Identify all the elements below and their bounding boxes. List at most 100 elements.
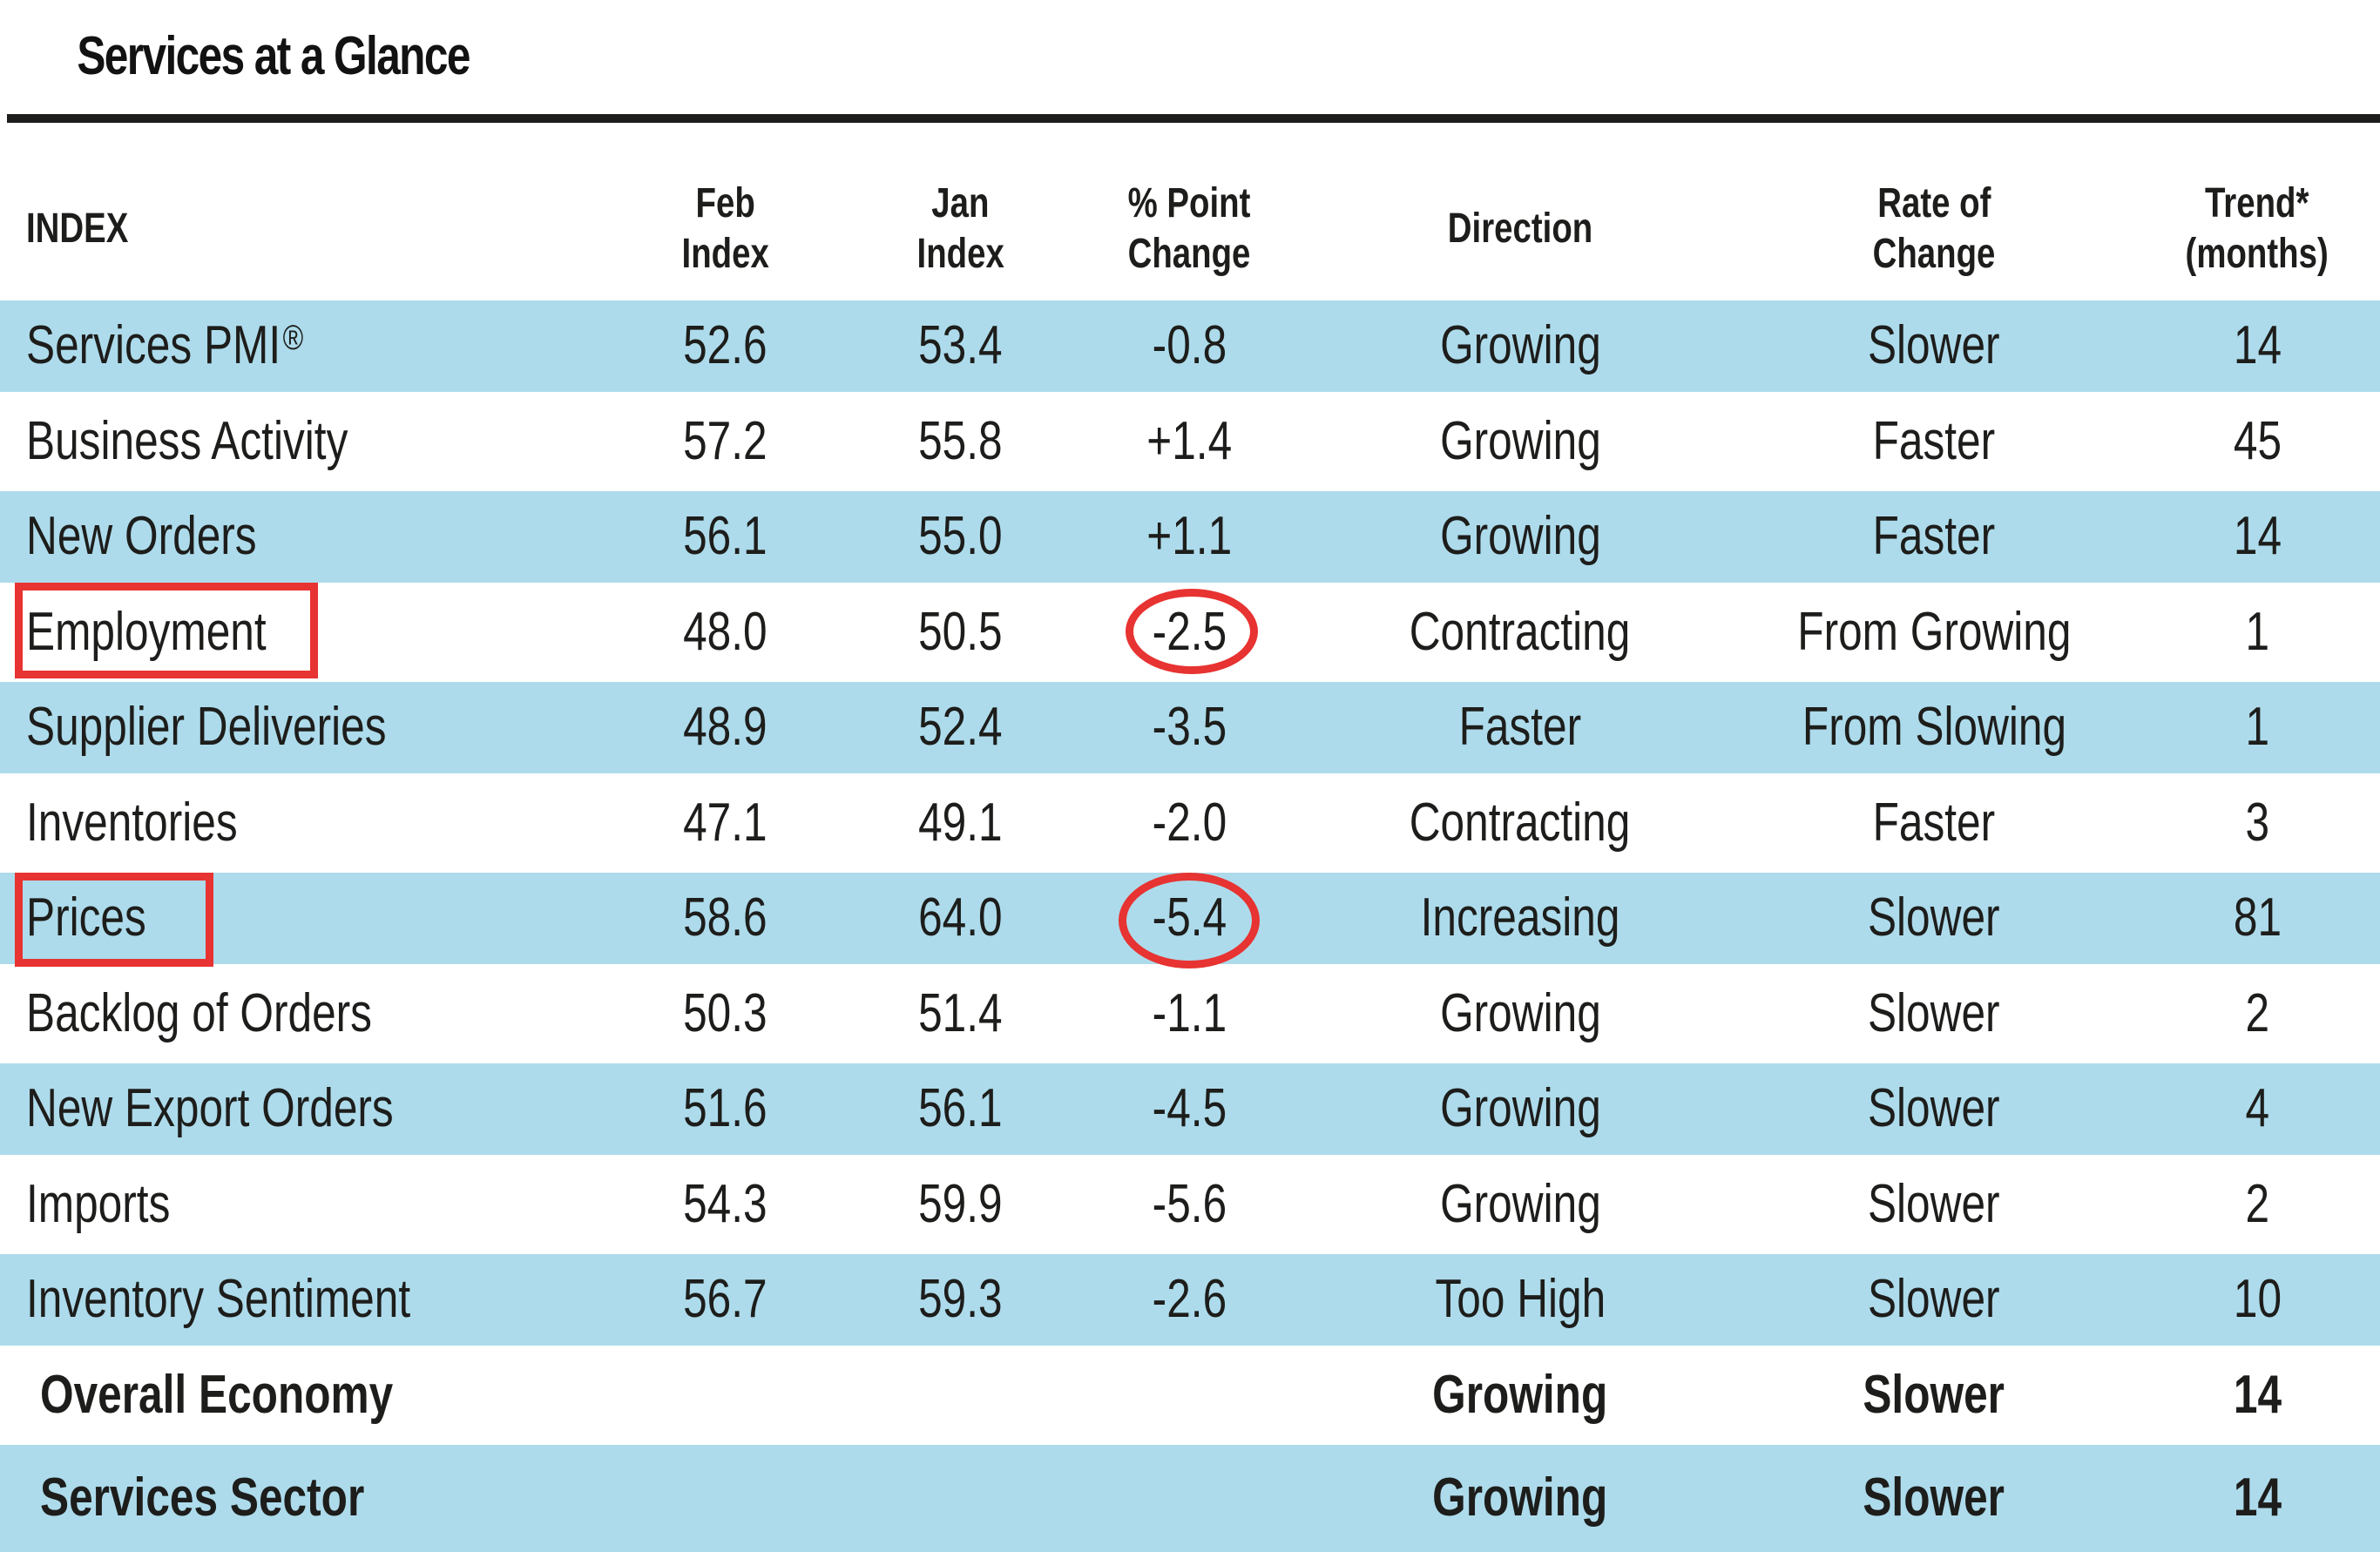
col-header-jan-index: Jan Index [916,179,1004,277]
index-cell: Supplier Deliveries [0,682,601,773]
direction-value: Growing [1439,1173,1601,1234]
title-divider [7,114,2380,123]
trend-value: 14 [2233,1468,2282,1528]
feb-index-value: 48.0 [683,601,767,662]
feb-index-value: 56.7 [683,1269,767,1330]
point-change-value: +1.1 [1146,506,1232,567]
rate-of-change-value: Slower [1868,982,2000,1043]
index-cell: Overall Economy [0,1350,601,1441]
row-label: Inventory Sentiment [26,1269,411,1330]
trend-value: 1 [2245,601,2269,662]
index-cell: Backlog of Orders [0,968,601,1060]
jan-index-value: 49.1 [918,792,1003,853]
direction-value: Growing [1439,315,1601,376]
trend-value: 4 [2245,1078,2269,1139]
trend-value: 1 [2245,697,2269,758]
point-change-value: -4.5 [1152,1078,1227,1139]
rate-of-change-value: From Growing [1796,601,2072,662]
table-row-imports: Imports 54.3 59.9 -5.6 Growing Slower 2 [0,1159,2380,1251]
point-change-value: -1.1 [1152,982,1227,1043]
jan-index-value: 55.8 [918,410,1003,471]
index-cell: Inventory Sentiment [0,1254,601,1346]
feb-index-value: 47.1 [683,792,767,853]
jan-index-value: 53.4 [918,315,1003,376]
trend-value: 10 [2233,1269,2282,1330]
feb-index-value: 48.9 [683,697,767,758]
rate-of-change-value: Slower [1863,1364,2005,1425]
point-change-value [1072,1350,1307,1441]
trend-value: 2 [2245,982,2269,1043]
index-cell: Services Sector [0,1445,601,1552]
services-table: INDEX Feb Index Jan Index % Point Change Di… [0,157,2380,1552]
feb-index-value: 58.6 [683,887,767,948]
table-row-new-orders: New Orders 56.1 55.0 +1.1 Growing Faster… [0,491,2380,583]
col-header-feb-index: Feb Index [681,179,769,277]
rate-of-change-value: From Slowing [1802,697,2066,758]
employment-label-highlight-box [15,583,318,678]
feb-index-value: 51.6 [683,1078,767,1139]
col-header-index: INDEX [26,205,129,252]
col-header-trend-months: Trend* (months) [2185,179,2329,277]
row-label: Services Sector [40,1468,365,1528]
jan-index-value: 64.0 [918,887,1003,948]
trend-value: 45 [2233,410,2282,471]
index-cell: Business Activity [0,396,601,488]
row-label: Inventories [26,792,238,853]
rate-of-change-value: Slower [1868,1173,2000,1234]
table-row-services-sector: Services Sector Growing Slower 14 [0,1445,2380,1552]
index-cell: New Orders [0,491,601,583]
table-row-inventories: Inventories 47.1 49.1 -2.0 Contracting F… [0,778,2380,869]
direction-value: Growing [1439,410,1601,471]
row-label: Backlog of Orders [26,982,372,1043]
point-change-value: +1.4 [1146,410,1232,471]
trend-value: 14 [2233,1364,2282,1425]
index-cell: Services PMI® [0,300,601,392]
feb-index-value: 50.3 [683,982,767,1043]
jan-index-value: 55.0 [918,506,1003,567]
trend-value: 3 [2245,792,2269,853]
direction-value: Growing [1432,1364,1608,1425]
index-cell: Employment [0,587,601,678]
jan-index-value [849,1445,1072,1552]
prices-label-highlight-box [15,873,213,967]
direction-value: Growing [1439,506,1601,567]
feb-index-value [601,1445,849,1552]
direction-value: Faster [1458,697,1582,758]
point-change-value: -3.5 [1152,697,1227,758]
prices-change-highlight-circle [1119,873,1260,968]
jan-index-value: 59.3 [918,1269,1003,1330]
col-header-rate-of-change: Rate of Change [1872,179,1996,277]
direction-value: Growing [1432,1468,1608,1528]
jan-index-value: 56.1 [918,1078,1003,1139]
row-label: New Export Orders [26,1078,394,1139]
registered-trademark-symbol: ® [282,319,304,358]
row-label: Overall Economy [40,1364,394,1425]
employment-change-highlight-circle [1126,589,1258,674]
row-label: Prices [26,887,146,948]
col-header-direction: Direction [1447,205,1593,252]
trend-value: 81 [2233,887,2282,948]
feb-index-value [601,1350,849,1441]
row-label: New Orders [26,506,257,567]
point-change-value [1072,1445,1307,1552]
index-cell: Imports [0,1159,601,1251]
trend-value: 2 [2245,1173,2269,1234]
col-header-point-change: % Point Change [1127,179,1251,277]
point-change-value: -5.6 [1152,1173,1227,1234]
jan-index-value: 50.5 [918,601,1003,662]
table-row-services-pmi: Services PMI® 52.6 53.4 -0.8 Growing Slo… [0,300,2380,392]
rate-of-change-value: Slower [1868,887,2000,948]
jan-index-value [849,1350,1072,1441]
rate-of-change-value: Slower [1868,1078,2000,1139]
rate-of-change-value: Slower [1868,1269,2000,1330]
point-change-value: -2.6 [1152,1269,1227,1330]
row-label: Supplier Deliveries [26,697,387,758]
jan-index-value: 59.9 [918,1173,1003,1234]
jan-index-value: 51.4 [918,982,1003,1043]
page-title: Services at a Glance [77,26,470,86]
table-row-backlog-of-orders: Backlog of Orders 50.3 51.4 -1.1 Growing… [0,968,2380,1060]
index-cell: New Export Orders [0,1063,601,1155]
rate-of-change-value: Slower [1868,315,2000,376]
direction-value: Growing [1439,982,1601,1043]
